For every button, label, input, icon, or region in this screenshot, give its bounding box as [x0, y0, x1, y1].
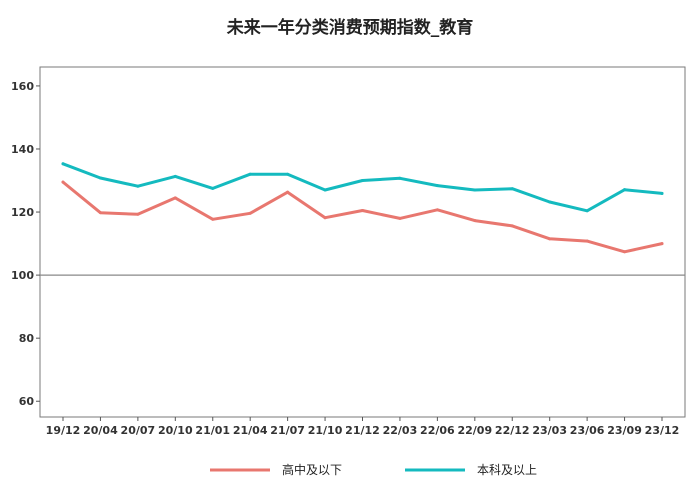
data-point [211, 186, 215, 190]
x-tick-label: 22/03 [383, 424, 418, 437]
x-tick-label: 21/12 [345, 424, 380, 437]
x-tick-label: 19/12 [46, 424, 81, 437]
data-point [585, 209, 589, 213]
x-tick-label: 21/01 [195, 424, 230, 437]
data-point [435, 208, 439, 212]
x-tick-label: 22/12 [495, 424, 530, 437]
y-tick-label: 100 [11, 269, 34, 282]
data-point [623, 188, 627, 192]
data-point [398, 216, 402, 220]
data-point [286, 190, 290, 194]
y-tick-label: 140 [11, 143, 34, 156]
x-tick-label: 23/12 [645, 424, 680, 437]
legend-label-2: 本科及以上 [477, 463, 537, 477]
data-point [323, 188, 327, 192]
series-lines [61, 162, 664, 254]
legend: 高中及以下 本科及以上 [210, 462, 537, 477]
x-tick-label: 23/06 [570, 424, 605, 437]
data-point [585, 239, 589, 243]
x-tick-label: 21/10 [308, 424, 343, 437]
data-point [173, 174, 177, 178]
data-point [136, 212, 140, 216]
x-tick-label: 20/07 [121, 424, 156, 437]
data-point [61, 162, 65, 166]
legend-label-1: 高中及以下 [282, 462, 342, 477]
x-tick-label: 20/10 [158, 424, 193, 437]
data-point [623, 250, 627, 254]
x-tick-label: 22/09 [457, 424, 492, 437]
data-point [248, 172, 252, 176]
x-tick-label: 22/06 [420, 424, 455, 437]
data-point [173, 196, 177, 200]
data-point [473, 188, 477, 192]
data-point [398, 176, 402, 180]
x-tick-label: 20/04 [83, 424, 118, 437]
x-axis: 19/12 20/04 20/07 20/10 21/01 21/04 21/07 21/10… [46, 417, 680, 437]
data-point [211, 217, 215, 221]
y-tick-label: 160 [11, 80, 34, 93]
data-point [286, 172, 290, 176]
x-tick-label: 23/09 [607, 424, 642, 437]
x-tick-label: 23/03 [532, 424, 567, 437]
data-point [361, 208, 364, 212]
data-point [98, 211, 102, 215]
data-point [510, 224, 514, 228]
x-tick-label: 21/04 [233, 424, 268, 437]
data-point [510, 187, 514, 191]
data-point [660, 191, 664, 195]
data-point [323, 216, 327, 220]
data-point [435, 184, 439, 188]
x-tick-label: 21/07 [270, 424, 305, 437]
data-point [548, 237, 552, 241]
data-point [248, 211, 252, 215]
y-axis: 60 80 100 120 140 160 [11, 80, 40, 408]
data-point [61, 180, 65, 184]
data-point [660, 242, 664, 246]
data-point [98, 176, 102, 180]
y-tick-label: 80 [19, 332, 35, 345]
y-tick-label: 60 [19, 395, 35, 408]
data-point [548, 200, 552, 204]
data-point [136, 184, 140, 188]
y-tick-label: 120 [11, 206, 34, 219]
chart-title: 未来一年分类消费预期指数_教育 [226, 17, 474, 38]
data-point [361, 179, 364, 183]
data-point [473, 219, 477, 223]
